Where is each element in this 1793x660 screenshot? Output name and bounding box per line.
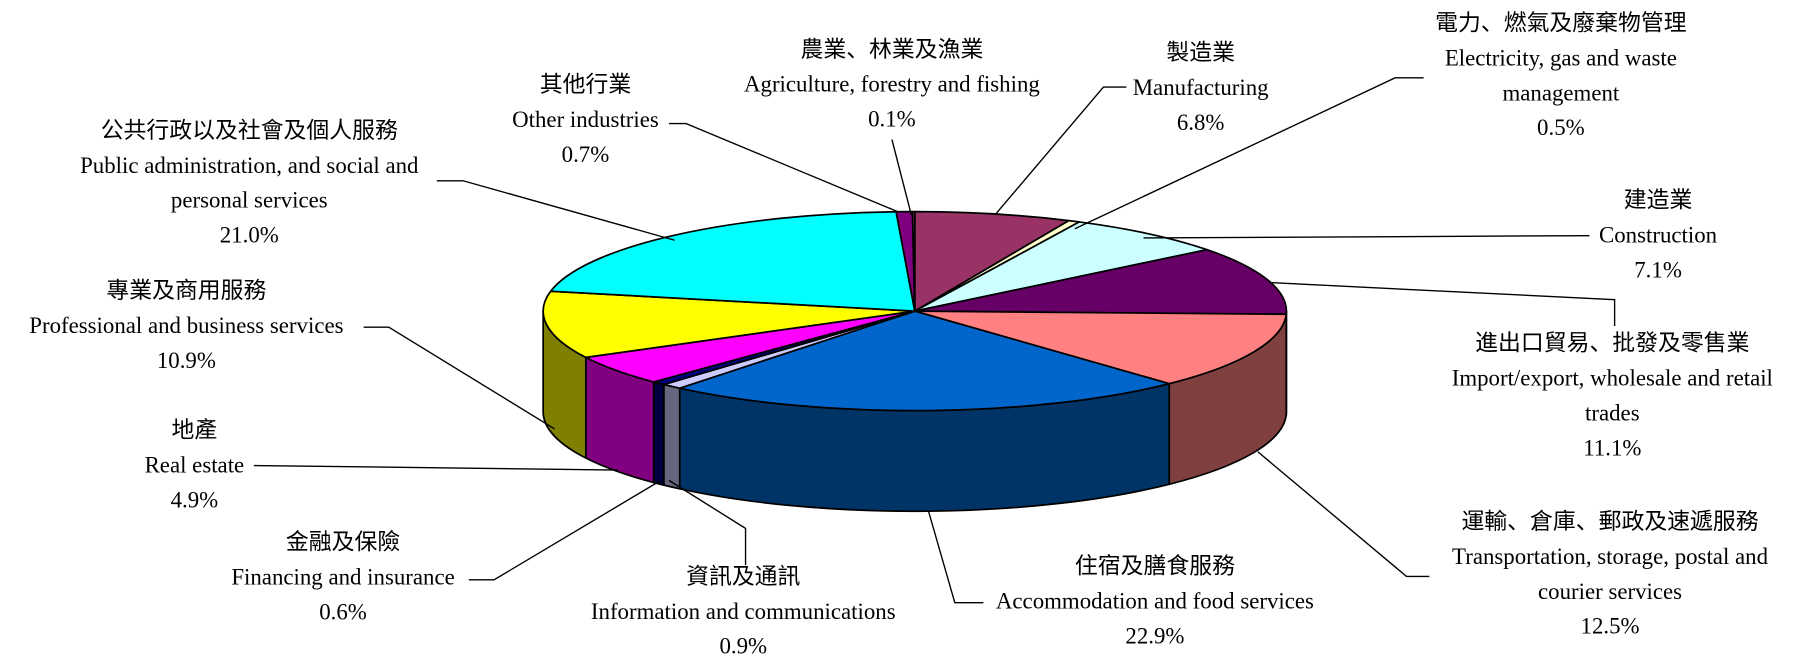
slice-label: 公共行政以及社會及個人服務 Public administration, and … (80, 118, 419, 248)
label-zh: 專業及商用服務 (106, 278, 266, 303)
label-zh: 地產 (172, 418, 218, 443)
label-zh: 其他行業 (540, 72, 632, 97)
label-zh: 電力、燃氣及廢棄物管理 (1435, 11, 1687, 36)
slice-label: 資訊及通訊 Information and communications 0.9% (591, 564, 896, 659)
value-label: 22.9% (1125, 623, 1184, 648)
slice-top (678, 310, 1171, 412)
label-en: courier services (1538, 579, 1682, 604)
label-zh: 農業、林業及漁業 (800, 37, 983, 62)
slice-side (652, 381, 665, 486)
slice-label: 運輸、倉庫、郵政及速遞服務 Transportation, storage, po… (1452, 509, 1769, 639)
leader-line (927, 511, 984, 604)
value-label: 10.9% (157, 348, 216, 373)
label-zh: 進出口貿易、批發及零售業 (1475, 331, 1749, 356)
leader-line (1143, 234, 1590, 239)
slice-label: 其他行業 Other industries 0.7% (512, 72, 659, 167)
slice-top (913, 210, 1070, 312)
leader-line (468, 479, 662, 581)
leader-line (1269, 281, 1616, 326)
leader-line (994, 86, 1127, 216)
leader-line (253, 464, 618, 471)
value-label: 0.1% (868, 107, 916, 132)
label-zh: 資訊及通訊 (686, 564, 800, 589)
label-en: Financing and insurance (231, 565, 454, 590)
leader-line (363, 326, 555, 430)
label-en: Manufacturing (1133, 75, 1269, 100)
label-zh: 公共行政以及社會及個人服務 (101, 118, 398, 143)
slice-top (913, 248, 1288, 316)
value-label: 4.9% (171, 487, 219, 512)
value-label: 0.5% (1537, 115, 1585, 140)
slice-label: 建造業 Construction 7.1% (1599, 188, 1718, 283)
label-en: Electricity, gas and waste (1445, 45, 1677, 70)
slice-label: 專業及商用服務 Professional and business service… (29, 278, 343, 373)
label-en: Import/export, wholesale and retail (1452, 366, 1773, 391)
slice-top (911, 210, 916, 312)
label-en: management (1502, 80, 1619, 105)
label-en: Agriculture, forestry and fishing (744, 72, 1040, 97)
slice-label: 地產 Real estate 4.9% (145, 418, 245, 513)
value-label: 0.7% (562, 142, 610, 167)
label-en: Other industries (512, 107, 659, 132)
value-label: 11.1% (1583, 435, 1641, 460)
leader-line (1257, 451, 1430, 578)
leader-line (891, 139, 913, 216)
label-en: Information and communications (591, 599, 896, 624)
value-label: 7.1% (1634, 258, 1682, 283)
label-zh: 建造業 (1624, 188, 1693, 213)
label-en: Transportation, storage, postal and (1452, 544, 1769, 569)
label-zh: 運輸、倉庫、郵政及速遞服務 (1461, 509, 1758, 534)
leader-line (668, 479, 747, 565)
label-en: personal services (171, 188, 328, 213)
leader-line (668, 122, 898, 213)
label-en: Real estate (145, 452, 245, 477)
label-zh: 住宿及膳食服務 (1075, 554, 1235, 579)
slice-top (542, 290, 916, 359)
slice-side (662, 383, 681, 490)
label-en: Accommodation and food services (996, 589, 1314, 614)
slice-label: 金融及保險 Financing and insurance 0.6% (231, 530, 454, 625)
slice-label: 住宿及膳食服務 Accommodation and food services 22… (996, 554, 1314, 649)
leader-line (1074, 77, 1424, 230)
slice-top (549, 210, 916, 312)
label-zh: 金融及保險 (286, 530, 400, 555)
value-label: 21.0% (220, 223, 279, 248)
value-label: 12.5% (1581, 614, 1640, 639)
leader-line (436, 180, 675, 241)
label-en: Public administration, and social and (80, 153, 419, 178)
slice-top (913, 310, 1288, 385)
label-en: Construction (1599, 223, 1718, 248)
slice-label: 進出口貿易、批發及零售業 Import/export, wholesale and… (1452, 331, 1773, 461)
label-zh: 製造業 (1166, 40, 1235, 65)
label-en: Professional and business services (29, 313, 343, 338)
value-label: 0.9% (719, 634, 767, 659)
slice-label: 電力、燃氣及廢棄物管理 Electricity, gas and waste man… (1435, 11, 1687, 141)
label-en: trades (1585, 400, 1640, 425)
slice-label: 製造業 Manufacturing 6.8% (1133, 40, 1269, 135)
value-label: 6.8% (1177, 110, 1225, 135)
value-label: 0.6% (319, 599, 367, 624)
slice-label: 農業、林業及漁業 Agriculture, forestry and fishin… (744, 37, 1040, 132)
